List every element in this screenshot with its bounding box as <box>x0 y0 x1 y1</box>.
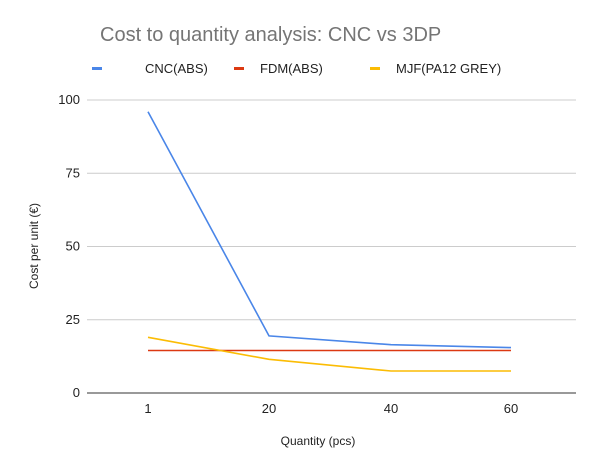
y-tick-label: 25 <box>66 312 80 327</box>
legend: CNC(ABS) FDM(ABS) MJF(PA12 GREY) <box>92 61 501 76</box>
legend-swatch <box>234 67 244 70</box>
y-tick-label: 50 <box>66 239 80 254</box>
y-tick-label: 75 <box>66 165 80 180</box>
x-tick-label: 20 <box>262 401 276 416</box>
legend-label: MJF(PA12 GREY) <box>396 61 501 76</box>
x-tick-label: 40 <box>384 401 398 416</box>
series-line-2 <box>147 336 511 372</box>
x-tick-label: 60 <box>504 401 518 416</box>
y-axis-ticks: 0 25 50 75 100 <box>58 92 80 400</box>
series-lines <box>147 111 512 372</box>
gridlines <box>87 99 576 394</box>
chart-title: Cost to quantity analysis: CNC vs 3DP <box>100 24 441 46</box>
legend-swatch <box>92 67 102 70</box>
y-axis-label: Cost per unit (€) <box>27 203 41 289</box>
y-tick-label: 0 <box>73 385 80 400</box>
x-axis-label: Quantity (pcs) <box>281 434 356 448</box>
x-tick-label: 1 <box>144 401 151 416</box>
series-line-0 <box>147 111 512 349</box>
legend-swatch <box>370 67 380 70</box>
legend-label: CNC(ABS) <box>145 61 208 76</box>
legend-label: FDM(ABS) <box>260 61 323 76</box>
y-tick-label: 100 <box>58 92 80 107</box>
x-axis-ticks: 1 20 40 60 <box>144 401 518 416</box>
